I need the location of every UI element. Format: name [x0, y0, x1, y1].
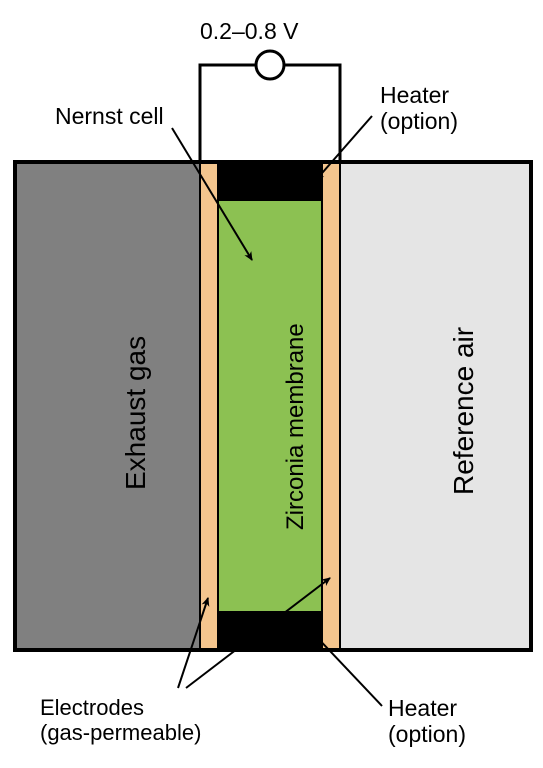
electrode-right [322, 162, 340, 650]
terminal-icon [256, 51, 284, 79]
heater-bottom-label: Heater (option) [388, 695, 466, 748]
exhaust-gas-label: Exhaust gas [120, 336, 152, 490]
reference-air-region [340, 162, 531, 650]
heater-top-label: Heater (option) [380, 82, 458, 135]
exhaust-gas-region [15, 162, 200, 650]
electrodes-label: Electrodes (gas-permeable) [40, 695, 201, 746]
electrode-left [200, 162, 218, 650]
zirconia-membrane-label: Zirconia membrane [282, 323, 310, 530]
heater-bottom [218, 612, 322, 650]
voltage-label: 0.2–0.8 V [200, 18, 298, 44]
reference-air-label: Reference air [448, 327, 480, 495]
heater-top [218, 162, 322, 200]
nernst-cell-label: Nernst cell [55, 103, 164, 129]
